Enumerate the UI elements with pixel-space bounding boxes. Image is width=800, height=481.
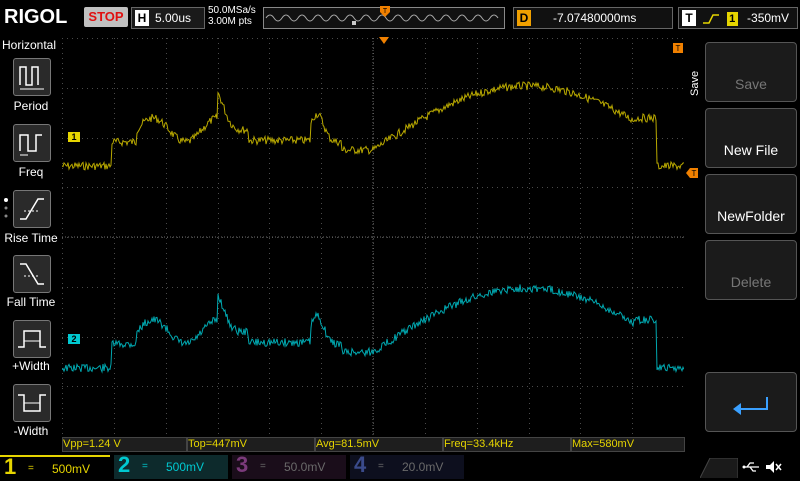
rise-time-button[interactable]: [13, 190, 51, 228]
ch3-scale: 50.0mV: [284, 460, 326, 474]
ch3-coupling-icon: =: [260, 461, 266, 472]
neg-width-icon: [18, 394, 46, 412]
ch2-number: 2: [118, 452, 131, 477]
neg-width-button[interactable]: [13, 384, 51, 422]
rigol-logo: RIGOL: [4, 6, 68, 28]
timebase-value: 5.00us: [155, 11, 192, 25]
trigger-label: T: [682, 10, 696, 26]
graticule: [61, 38, 685, 437]
ch2-status[interactable]: 2 = 500mV: [114, 452, 228, 479]
memory-waveform-overview: [265, 14, 499, 25]
sample-rate: 50.0MSa/s: [208, 5, 256, 16]
ch1-trace: [61, 81, 685, 171]
ch1-number: 1: [4, 454, 17, 479]
save-button-label: Save: [735, 76, 767, 92]
new-folder-button[interactable]: NewFolder: [705, 174, 797, 234]
ch1-offset-marker[interactable]: 1: [68, 132, 80, 142]
acquisition-info: 50.0MSa/s 3.00M pts: [208, 5, 256, 27]
trigger-position-marker-icon: T: [380, 6, 390, 17]
measurement-freq[interactable]: Freq=33.4kHz: [443, 437, 571, 452]
freq-label: Freq: [18, 165, 44, 179]
pos-width-icon: [18, 330, 46, 348]
new-file-button-label: New File: [723, 142, 779, 158]
ch1-scale: 500mV: [52, 462, 91, 476]
menu-title: Save: [689, 70, 701, 96]
left-panel-title: Horizontal: [2, 38, 57, 52]
trigger-level: -350mV: [747, 11, 790, 25]
ch3-number: 3: [236, 452, 249, 477]
new-file-button[interactable]: New File: [705, 108, 797, 168]
save-button[interactable]: Save: [705, 42, 797, 102]
ch3-status[interactable]: 3 = 50.0mV: [232, 452, 346, 479]
top-status-bar: RIGOL STOP H 5.00us 50.0MSa/s 3.00M pts T…: [0, 0, 800, 36]
bottom-right-tab-icon: [700, 458, 738, 478]
ch2-offset-marker[interactable]: 2: [68, 334, 80, 344]
ch2-trace: [61, 284, 685, 374]
trigger-level-marker-icon[interactable]: T: [686, 168, 698, 178]
delete-button[interactable]: Delete: [705, 240, 797, 300]
trigger-source: 1: [726, 12, 738, 26]
pos-width-label: +Width: [12, 359, 50, 373]
ch2-scale: 500mV: [166, 460, 205, 474]
freq-icon: [19, 134, 42, 156]
ch2-coupling-icon: =: [142, 461, 148, 472]
pos-width-button[interactable]: [13, 320, 51, 358]
waveform-display[interactable]: [61, 38, 685, 437]
delete-button-label: Delete: [730, 274, 772, 290]
trigger-time-marker-icon: [379, 37, 389, 44]
rising-edge-icon: [703, 14, 720, 24]
period-button[interactable]: [13, 58, 51, 96]
svg-text:T: T: [676, 44, 681, 53]
back-button[interactable]: [705, 372, 797, 432]
period-icon: [19, 66, 44, 90]
neg-width-label: -Width: [13, 424, 49, 438]
measurement-avg[interactable]: Avg=81.5mV: [315, 437, 443, 452]
new-folder-button-label: NewFolder: [717, 208, 785, 224]
freq-button[interactable]: [13, 124, 51, 162]
ch4-scale: 20.0mV: [402, 460, 444, 474]
ch4-coupling-icon: =: [378, 461, 384, 472]
ch4-number: 4: [354, 452, 367, 477]
trigger-box[interactable]: T 1 -350mV: [678, 7, 798, 29]
measurement-top[interactable]: Top=447mV: [187, 437, 315, 452]
timebase-box[interactable]: H 5.00us: [131, 7, 205, 29]
measurement-vpp[interactable]: Vpp=1.24 V: [62, 437, 187, 452]
run-stop-indicator[interactable]: STOP: [84, 7, 128, 27]
ch1-coupling-icon: =: [28, 463, 34, 474]
fall-time-label: Fall Time: [6, 295, 56, 309]
scroll-dots: [3, 197, 9, 223]
ch1-status[interactable]: 1 = 500mV: [0, 455, 110, 481]
rise-time-icon: [20, 198, 44, 220]
delay-box[interactable]: D -7.07480000ms: [513, 7, 673, 29]
timebase-label: H: [135, 10, 149, 26]
svg-text:T: T: [383, 8, 388, 15]
mute-icon: [766, 461, 782, 473]
memory-position-bar[interactable]: T: [263, 6, 505, 29]
period-label: Period: [13, 99, 49, 113]
measurement-max[interactable]: Max=580mV: [571, 437, 685, 452]
svg-text:T: T: [692, 169, 697, 178]
rise-time-label: Rise Time: [4, 231, 58, 245]
measurement-bar: Vpp=1.24 V Top=447mV Avg=81.5mV Freq=33.…: [62, 437, 685, 452]
channel-bar: 1 = 500mV 2 = 500mV 3 = 50.0mV 4 = 20.0m…: [0, 452, 800, 481]
memory-depth: 3.00M pts: [208, 16, 252, 27]
trigger-level-top-marker-icon: T: [673, 43, 683, 53]
usb-icon: [742, 462, 759, 472]
fall-time-icon: [20, 263, 44, 285]
return-arrow-icon: [733, 397, 768, 415]
delay-label: D: [517, 10, 531, 26]
delay-value: -7.07480000ms: [553, 11, 637, 25]
ch4-status[interactable]: 4 = 20.0mV: [350, 452, 464, 479]
fall-time-button[interactable]: [13, 255, 51, 293]
